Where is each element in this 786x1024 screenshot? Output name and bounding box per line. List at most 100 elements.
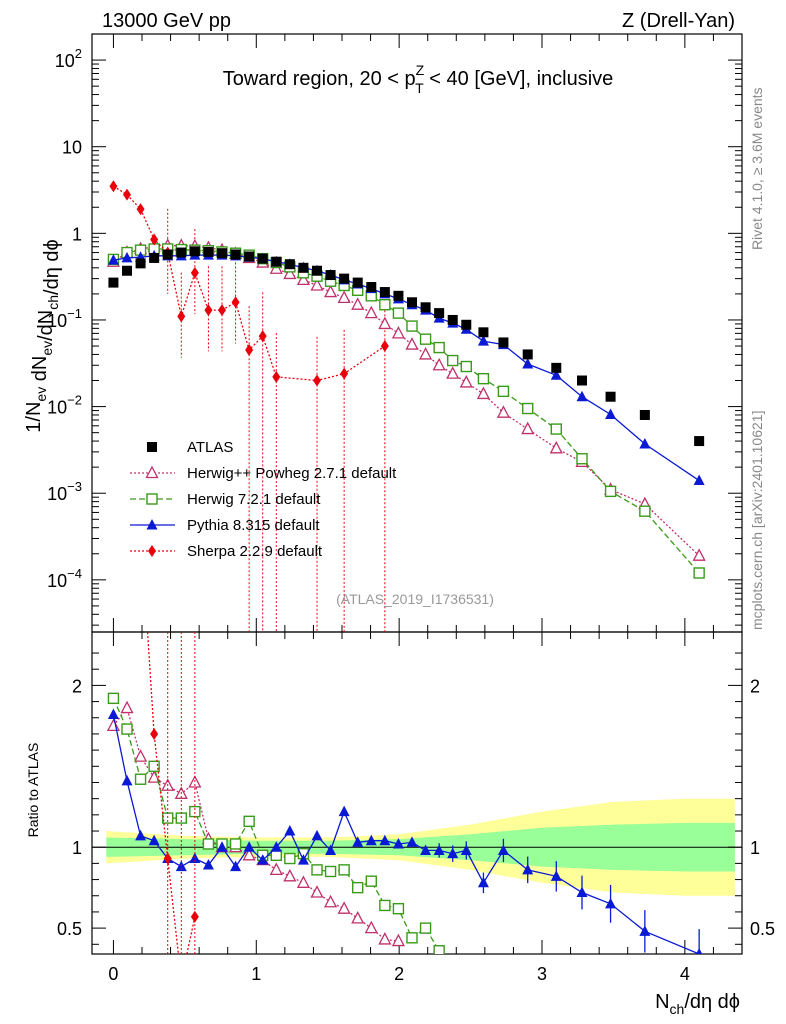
y-axis-title: 1/Nev dNev/dNch/dη dϕ: [23, 239, 63, 432]
legend: ATLAS Herwig++ Powheg 2.7.1 default Herwig…: [130, 439, 397, 560]
herwig-point: [477, 372, 490, 385]
herwig-point: [459, 375, 473, 388]
sherpa-line: [113, 185, 386, 382]
ratio-y-tick-label-right: 1: [750, 838, 760, 858]
atlas-point: [339, 273, 350, 284]
x-tick-label: 1: [251, 964, 261, 984]
atlas-point: [149, 252, 160, 263]
sherpa-point: [340, 367, 349, 380]
pythia-ratio-point: [148, 834, 160, 846]
pythia-ratio-point: [216, 841, 228, 852]
y-tick-label: 1: [72, 224, 82, 244]
pythia-point: [522, 358, 534, 369]
atlas-point: [639, 409, 650, 420]
herwig-point: [549, 440, 563, 454]
herwig-ratio-line: [112, 706, 399, 942]
herwig-point: [391, 325, 406, 339]
sherpa-point: [177, 310, 186, 323]
pythia-ratio-point: [284, 825, 296, 836]
x-axis-title: Nch/dη dϕ: [655, 991, 740, 1017]
pythia-ratio-point: [270, 841, 282, 852]
pythia-point: [639, 437, 651, 449]
pythia-ratio-point: [352, 836, 364, 847]
herwig-ratio-point: [433, 945, 445, 954]
herwig-point: [337, 290, 351, 303]
herwig-ratio-point: [365, 875, 377, 887]
sherpa-point: [190, 266, 199, 279]
pythia-ratio-point: [107, 708, 119, 720]
pythia-ratio-point: [230, 860, 242, 872]
ratio-y-tick-label: 2: [72, 676, 82, 696]
atlas-point: [230, 249, 241, 260]
y-tick-label: 10−2: [47, 393, 82, 418]
atlas-point: [498, 337, 509, 348]
atlas-point: [108, 277, 119, 288]
atlas-point: [551, 362, 562, 373]
herwig-ratio-point: [270, 849, 282, 861]
ratio-y-axis-title: Ratio to ATLAS: [25, 743, 41, 838]
atlas-point: [176, 247, 187, 258]
herwig-ratio-point: [337, 901, 351, 914]
herwig-ratio-point: [311, 864, 323, 876]
pythia-legend-marker: [146, 519, 158, 530]
herwig-ratio-point: [283, 868, 297, 882]
atlas-point: [203, 246, 214, 257]
pythia-point: [605, 408, 617, 420]
herwig-point: [364, 305, 378, 319]
atlas-point: [271, 256, 282, 267]
ratio-y-tick-label-right: 0.5: [750, 919, 775, 939]
atlas-point: [407, 297, 417, 308]
atlas-point: [244, 251, 255, 262]
herwig-point: [576, 453, 588, 465]
sherpa-point: [109, 180, 118, 193]
atlas-point: [366, 282, 377, 293]
herwig-point: [392, 307, 405, 319]
sherpa-point: [245, 344, 254, 357]
rivet-label: Rivet 4.1.0, ≥ 3.6M events: [749, 87, 765, 250]
herwig-ratio-point: [229, 838, 242, 850]
analysis-id: (ATLAS_2019_I1736531): [336, 591, 494, 607]
y-tick-label: 10−3: [47, 479, 82, 504]
atlas-point: [298, 262, 309, 273]
pythia-ratio-point: [243, 841, 255, 852]
herwig-ratio-point: [121, 723, 133, 735]
herwig-point: [296, 272, 311, 286]
sherpa-point: [218, 304, 226, 317]
pythia-ratio-point: [379, 834, 391, 846]
main-series-group: [106, 180, 706, 632]
ratio-y-tick-label: 0.5: [57, 919, 82, 939]
herwig-point: [476, 386, 491, 400]
pythia-ratio-point: [121, 774, 133, 786]
sherpa-point: [231, 296, 240, 309]
x-tick-label: 0: [108, 964, 118, 984]
herwig-point: [693, 567, 705, 579]
atlas-point: [217, 248, 227, 259]
herwig-ratio-point: [107, 692, 120, 705]
axis-titles: 1/Nev dNev/dNch/dη dϕ Ratio to ATLAS Nch/d…: [23, 239, 740, 1017]
herwig-ratio-point: [310, 885, 324, 898]
x-tick-label: 4: [680, 964, 690, 984]
pythia-ratio-point: [420, 844, 432, 855]
x-tick-label: 3: [537, 964, 547, 984]
legend-label: Sherpa 2.2.9 default: [187, 543, 323, 560]
herwig-ratio-point: [378, 932, 392, 945]
herwig-point: [497, 385, 510, 398]
herwig-point: [433, 341, 445, 354]
sherpa-point: [150, 233, 159, 246]
herwig-ratio-point: [323, 894, 338, 908]
atlas-point: [577, 375, 587, 386]
herwig-point: [405, 337, 419, 350]
herwig-point: [323, 284, 338, 298]
herwig-point: [419, 333, 432, 345]
y-tick-label: 10−1: [47, 306, 82, 331]
pythia-point: [477, 335, 489, 346]
herwig-point: [521, 421, 535, 435]
herwig-point: [283, 266, 297, 280]
herwig-point: [550, 423, 562, 435]
y-tick-label: 102: [55, 46, 82, 71]
herwig-point: [692, 548, 706, 561]
atlas-point: [393, 290, 404, 301]
atlas-point: [189, 246, 200, 257]
sherpa-point: [258, 330, 267, 343]
herwig-ratio-point: [242, 847, 256, 861]
